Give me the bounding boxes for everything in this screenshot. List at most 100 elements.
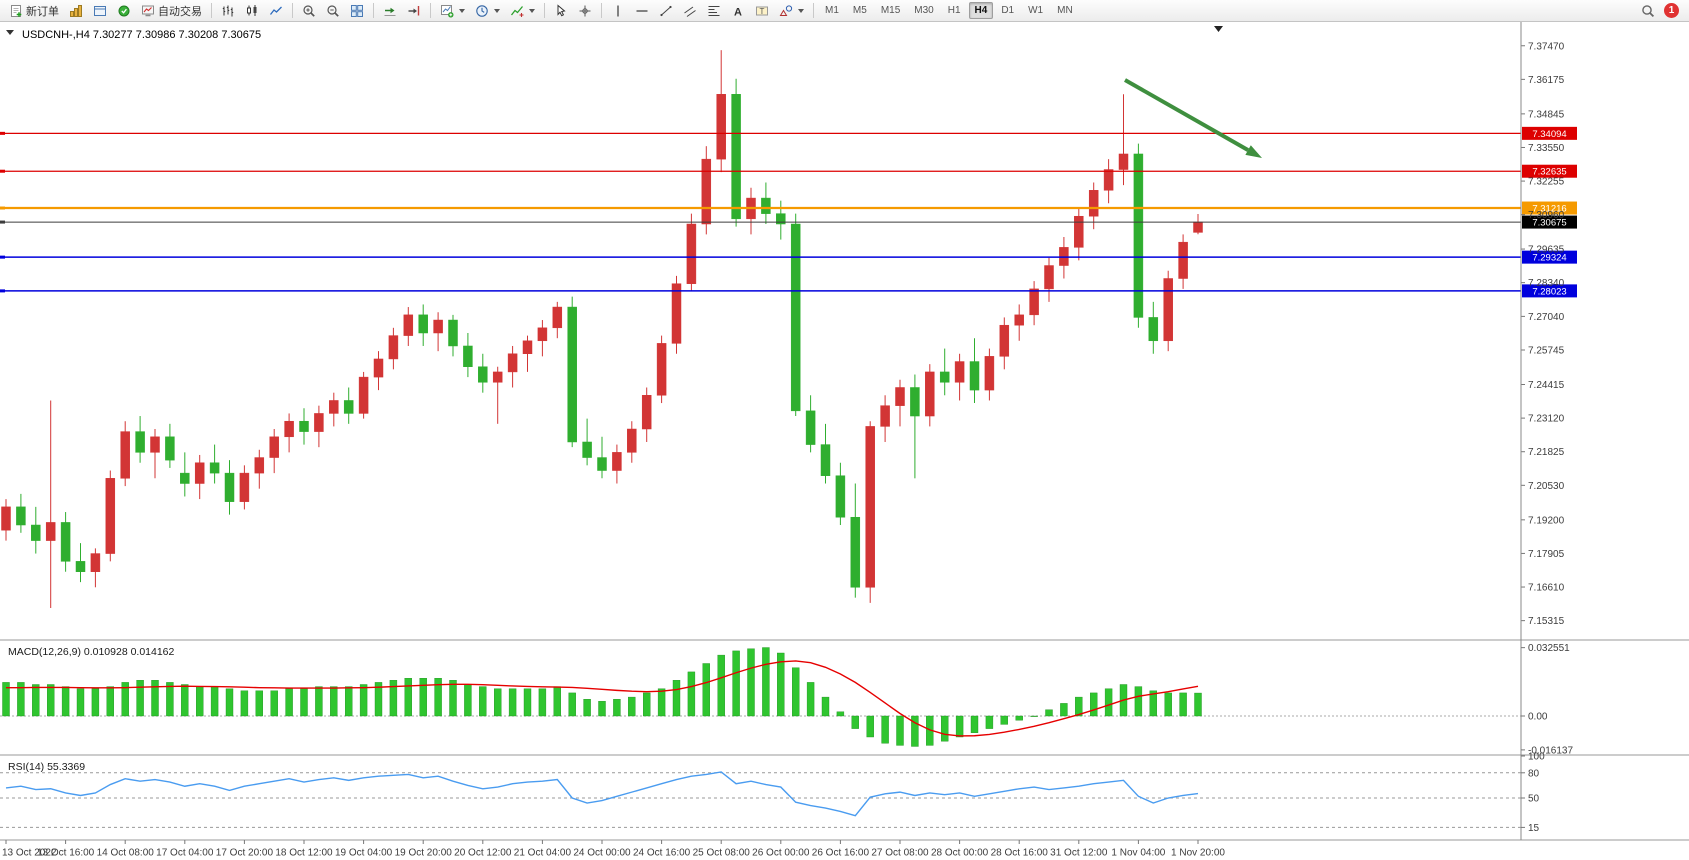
autotrading-button[interactable]: 自动交易 xyxy=(137,0,206,21)
candle-body xyxy=(31,524,41,541)
hline-left-marker xyxy=(0,220,5,224)
chart-collapse-icon[interactable] xyxy=(6,30,14,35)
timeframe-m15[interactable]: M15 xyxy=(880,5,901,16)
timeframe-d1[interactable]: D1 xyxy=(1001,5,1015,16)
chart-canvas[interactable]: 7.34094 7.32635 7.31216 7.30675 7.29324 7.280… xyxy=(0,22,1689,860)
rsi-axis-label: 80 xyxy=(1528,768,1540,779)
zoom-in-button[interactable] xyxy=(298,0,320,21)
trend-arrow[interactable] xyxy=(1124,78,1250,152)
zoom-out-button[interactable] xyxy=(322,0,344,21)
time-axis-label: 1 Nov 20:00 xyxy=(1171,848,1225,859)
macd-histogram-bar xyxy=(1045,709,1053,717)
timeframe-mn[interactable]: MN xyxy=(1057,5,1073,16)
timeframe-m1[interactable]: M1 xyxy=(825,5,839,16)
data-window-button[interactable] xyxy=(113,0,135,21)
search-button[interactable] xyxy=(1637,0,1659,21)
text-button[interactable]: A xyxy=(727,0,749,21)
candle-body xyxy=(433,319,443,334)
time-axis-label: 14 Oct 08:00 xyxy=(97,848,155,859)
macd-histogram-bar xyxy=(613,699,621,717)
equidistant-channel-button[interactable] xyxy=(679,0,701,21)
macd-histogram-bar xyxy=(210,686,219,717)
candle-body xyxy=(701,158,712,225)
candle-body xyxy=(343,400,354,414)
macd-signal-line xyxy=(6,660,1199,737)
shapes-button[interactable] xyxy=(775,0,808,21)
cursor-button[interactable] xyxy=(550,0,572,21)
price-axis-label: 7.34845 xyxy=(1528,109,1565,120)
price-axis-label: 7.28340 xyxy=(1528,278,1565,289)
candle-body xyxy=(895,387,905,406)
profiles-button[interactable] xyxy=(471,0,504,21)
macd-histogram-bar xyxy=(821,696,830,717)
macd-histogram-bar xyxy=(985,715,994,729)
price-axis-label: 7.25745 xyxy=(1528,345,1565,356)
new-chart-button[interactable] xyxy=(436,0,469,21)
macd-histogram-bar xyxy=(151,680,159,717)
market-watch-button[interactable] xyxy=(89,0,111,21)
time-axis-label: 25 Oct 08:00 xyxy=(693,848,751,859)
macd-histogram-bar xyxy=(1104,688,1113,717)
time-axis-label: 24 Oct 00:00 xyxy=(573,848,631,859)
candle-body xyxy=(478,366,488,383)
timeframe-h4[interactable]: H4 xyxy=(968,2,994,19)
macd-histogram-bar xyxy=(568,692,576,717)
timeframe-m30[interactable]: M30 xyxy=(914,5,934,16)
price-badge-label: 7.28023 xyxy=(1532,286,1566,297)
chart-shift-marker[interactable] xyxy=(1214,26,1223,32)
price-badge-label: 7.31216 xyxy=(1532,204,1566,215)
macd-histogram-bar xyxy=(240,690,249,717)
vertical-line-button[interactable] xyxy=(607,0,629,21)
candle-body xyxy=(910,387,920,417)
price-badge-label: 7.29324 xyxy=(1532,253,1566,264)
candle-body xyxy=(1014,314,1024,326)
candle-chart-mode-button[interactable] xyxy=(241,0,263,21)
charts-button[interactable] xyxy=(65,0,87,21)
fibonacci-button[interactable] xyxy=(703,0,725,21)
trendline-button[interactable] xyxy=(655,0,677,21)
candle-body xyxy=(686,223,697,284)
timeframe-m5[interactable]: M5 xyxy=(852,5,867,16)
bar-chart-mode-button[interactable] xyxy=(217,0,239,21)
rsi-axis-label: 50 xyxy=(1528,794,1540,805)
time-axis-label: 26 Oct 16:00 xyxy=(812,848,870,859)
macd-title: MACD(12,26,9) 0.010928 0.014162 xyxy=(8,646,175,658)
price-axis-label: 7.16610 xyxy=(1528,583,1565,594)
time-axis-label: 13 Oct 16:00 xyxy=(37,848,95,859)
candle-body xyxy=(939,371,950,383)
line-chart-mode-button[interactable] xyxy=(265,0,287,21)
text-label-button[interactable]: T xyxy=(751,0,773,21)
timeframe-w1[interactable]: W1 xyxy=(1028,5,1044,16)
time-axis-label: 18 Oct 12:00 xyxy=(275,848,333,859)
chart-shift-button[interactable] xyxy=(403,0,425,21)
candle-body xyxy=(314,413,324,432)
candle-body xyxy=(671,283,682,344)
candle-body xyxy=(731,94,741,220)
fibo-icon xyxy=(707,4,721,18)
vline-icon xyxy=(611,4,625,18)
new-order-button[interactable]: 新订单 xyxy=(5,0,63,21)
window-icon xyxy=(93,4,107,18)
macd-histogram-bar xyxy=(628,696,636,717)
dropdown-arrow-icon xyxy=(494,8,500,13)
candle-body xyxy=(880,405,890,427)
price-badge-support xyxy=(1522,250,1577,264)
horizontal-line-button[interactable] xyxy=(631,0,653,21)
notification-badge[interactable]: 1 xyxy=(1664,3,1679,18)
macd-histogram-bar xyxy=(911,715,919,747)
crosshair-button[interactable] xyxy=(574,0,596,21)
macd-histogram-bar xyxy=(657,688,666,717)
indicators-menu-button[interactable] xyxy=(506,0,539,21)
macd-histogram-bar xyxy=(1000,715,1008,725)
timeframe-h1[interactable]: H1 xyxy=(947,5,961,16)
macd-histogram-bar xyxy=(17,682,25,717)
macd-histogram-bar xyxy=(91,688,100,717)
macd-histogram-bar xyxy=(479,686,487,717)
price-axis-label: 7.32255 xyxy=(1528,177,1565,188)
candle-body xyxy=(254,457,265,474)
auto-scroll-button[interactable] xyxy=(379,0,401,21)
clock-icon xyxy=(475,4,489,18)
shift-icon xyxy=(407,4,421,18)
tile-windows-button[interactable] xyxy=(346,0,368,21)
autotrading-label: 自动交易 xyxy=(158,5,202,18)
